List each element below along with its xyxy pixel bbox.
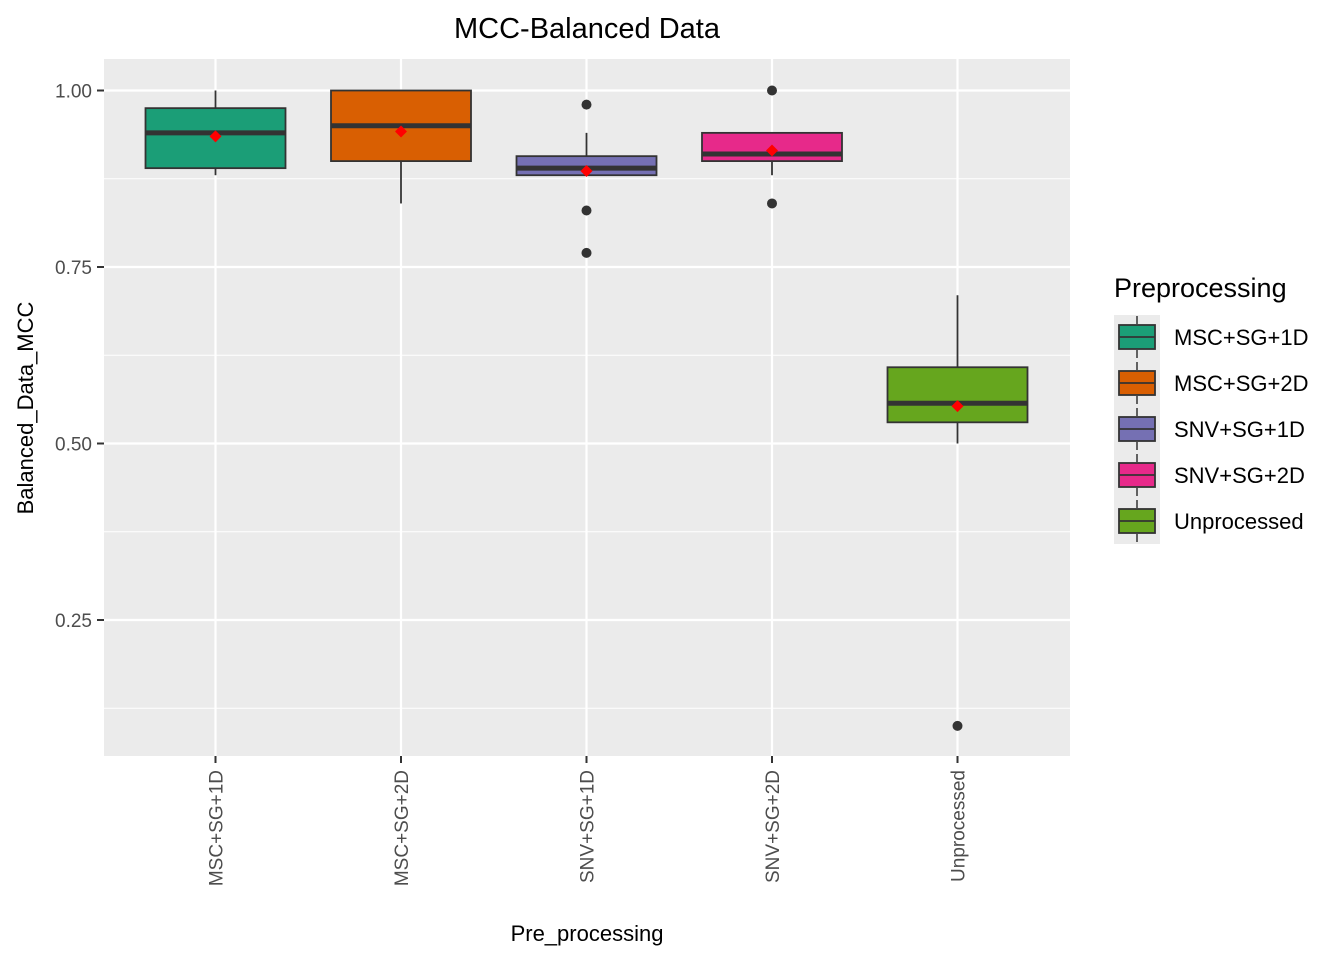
mean-marker (580, 164, 593, 177)
mean-marker (395, 125, 407, 138)
legend-label: SNV+SG+2D (1174, 463, 1305, 488)
y-tick-label: 1.00 (55, 82, 92, 103)
legend-label: MSC+SG+2D (1174, 371, 1309, 396)
outlier-point (952, 720, 963, 731)
mean-marker (951, 400, 964, 413)
x-axis: MSC+SG+1D MSC+SG+2D SNV+SG+1D SNV+SG+2D Unpr… (207, 756, 970, 886)
outlier-point (767, 85, 777, 96)
y-axis-title: Balanced_Data_MCC (13, 301, 38, 514)
y-tick-label: 0.50 (55, 435, 92, 456)
x-axis-title: Pre_processing (511, 921, 664, 946)
box-body (886, 366, 1029, 424)
y-tick-label: 0.25 (55, 611, 92, 632)
legend: Preprocessing MSC+SG+1D MSC+SG+2D SNV+SG+1… (1114, 273, 1309, 544)
legend-label: Unprocessed (1174, 509, 1304, 534)
box-MSC+SG+1D (144, 90, 287, 176)
x-tick-label: SNV+SG+1D (578, 770, 599, 883)
x-tick-label: Unprocessed (949, 770, 970, 882)
x-tick-label: MSC+SG+2D (392, 770, 413, 886)
legend-item-MSC+SG+1D: MSC+SG+1D (1118, 316, 1309, 358)
box-SNV+SG+2D (701, 85, 843, 209)
legend-title: Preprocessing (1114, 273, 1287, 303)
y-axis: 0.25 0.50 0.75 1.00 (55, 82, 104, 632)
outlier-point (581, 247, 592, 258)
y-tick-label: 0.75 (55, 258, 92, 279)
outlier-point (581, 99, 592, 110)
box-Unprocessed (886, 295, 1029, 731)
x-tick-label: SNV+SG+2D (763, 770, 784, 883)
legend-item-SNV+SG+2D: SNV+SG+2D (1118, 454, 1305, 496)
box-layer (144, 85, 1029, 731)
legend-item-SNV+SG+1D: SNV+SG+1D (1118, 408, 1305, 450)
mean-marker (766, 144, 778, 157)
box-MSC+SG+2D (330, 89, 472, 204)
x-tick-label: MSC+SG+1D (207, 770, 228, 886)
outlier-point (767, 198, 777, 209)
legend-label: SNV+SG+1D (1174, 417, 1305, 442)
outlier-point (581, 205, 592, 216)
legend-item-MSC+SG+2D: MSC+SG+2D (1118, 362, 1309, 404)
box-SNV+SG+1D (515, 99, 658, 258)
chart-title: MCC-Balanced Data (454, 13, 721, 45)
legend-item-Unprocessed: Unprocessed (1118, 500, 1304, 542)
legend-label: MSC+SG+1D (1174, 325, 1309, 350)
mean-marker (209, 130, 222, 143)
